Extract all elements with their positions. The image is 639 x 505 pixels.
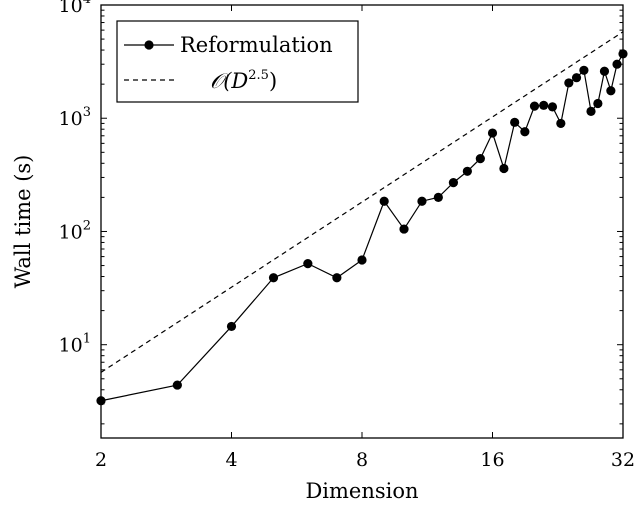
x-tick-label: 4 — [225, 449, 237, 471]
data-point — [379, 196, 389, 206]
data-point — [529, 101, 540, 111]
x-tick-label: 16 — [480, 449, 504, 471]
data-point — [475, 154, 485, 164]
legend-bigo-label: 𝒪(D2.5) — [210, 68, 277, 93]
data-point — [579, 65, 589, 75]
data-point — [606, 86, 616, 96]
data-point — [417, 196, 427, 206]
bigo-reference-line — [100, 31, 624, 373]
data-point — [547, 102, 558, 112]
data-point — [612, 59, 622, 69]
data-point — [499, 163, 509, 174]
y-tick-label: 104 — [59, 0, 91, 17]
data-point — [593, 98, 603, 109]
plot-frame — [100, 4, 624, 439]
y-tick-label: 101 — [59, 332, 91, 357]
data-point — [599, 66, 610, 76]
data-point — [172, 380, 182, 390]
data-point — [539, 100, 549, 110]
legend-box — [116, 20, 359, 103]
legend-reformulation-label: Reformulation — [180, 33, 333, 57]
x-tick-label: 8 — [356, 449, 368, 471]
data-point — [332, 273, 342, 283]
data-point — [564, 78, 574, 88]
x-axis-title: Dimension — [305, 479, 418, 503]
data-point — [448, 178, 459, 188]
data-point — [433, 192, 443, 202]
y-tick-label: 102 — [59, 218, 91, 243]
tick-labels: 2 4 8 16 32 101 102 103 104 — [59, 0, 636, 471]
y-axis-title: Wall time (s) — [11, 155, 35, 289]
x-tick-label: 32 — [611, 449, 635, 471]
data-point — [226, 321, 237, 332]
data-point — [303, 259, 313, 269]
legend-reformulation-marker — [144, 40, 154, 50]
data-point — [462, 166, 472, 176]
data-point — [586, 106, 596, 116]
data-point — [487, 128, 498, 138]
legend: Reformulation 𝒪(D2.5) — [116, 20, 359, 103]
data-point — [357, 255, 367, 265]
y-tick-label: 103 — [59, 105, 91, 130]
data-point — [556, 118, 566, 129]
data-point — [510, 117, 520, 127]
data-point — [520, 127, 530, 137]
data-point — [571, 73, 582, 83]
reformulation-markers — [96, 49, 628, 406]
data-point — [268, 273, 279, 283]
data-point — [399, 224, 409, 234]
x-tick-label: 2 — [95, 449, 107, 471]
